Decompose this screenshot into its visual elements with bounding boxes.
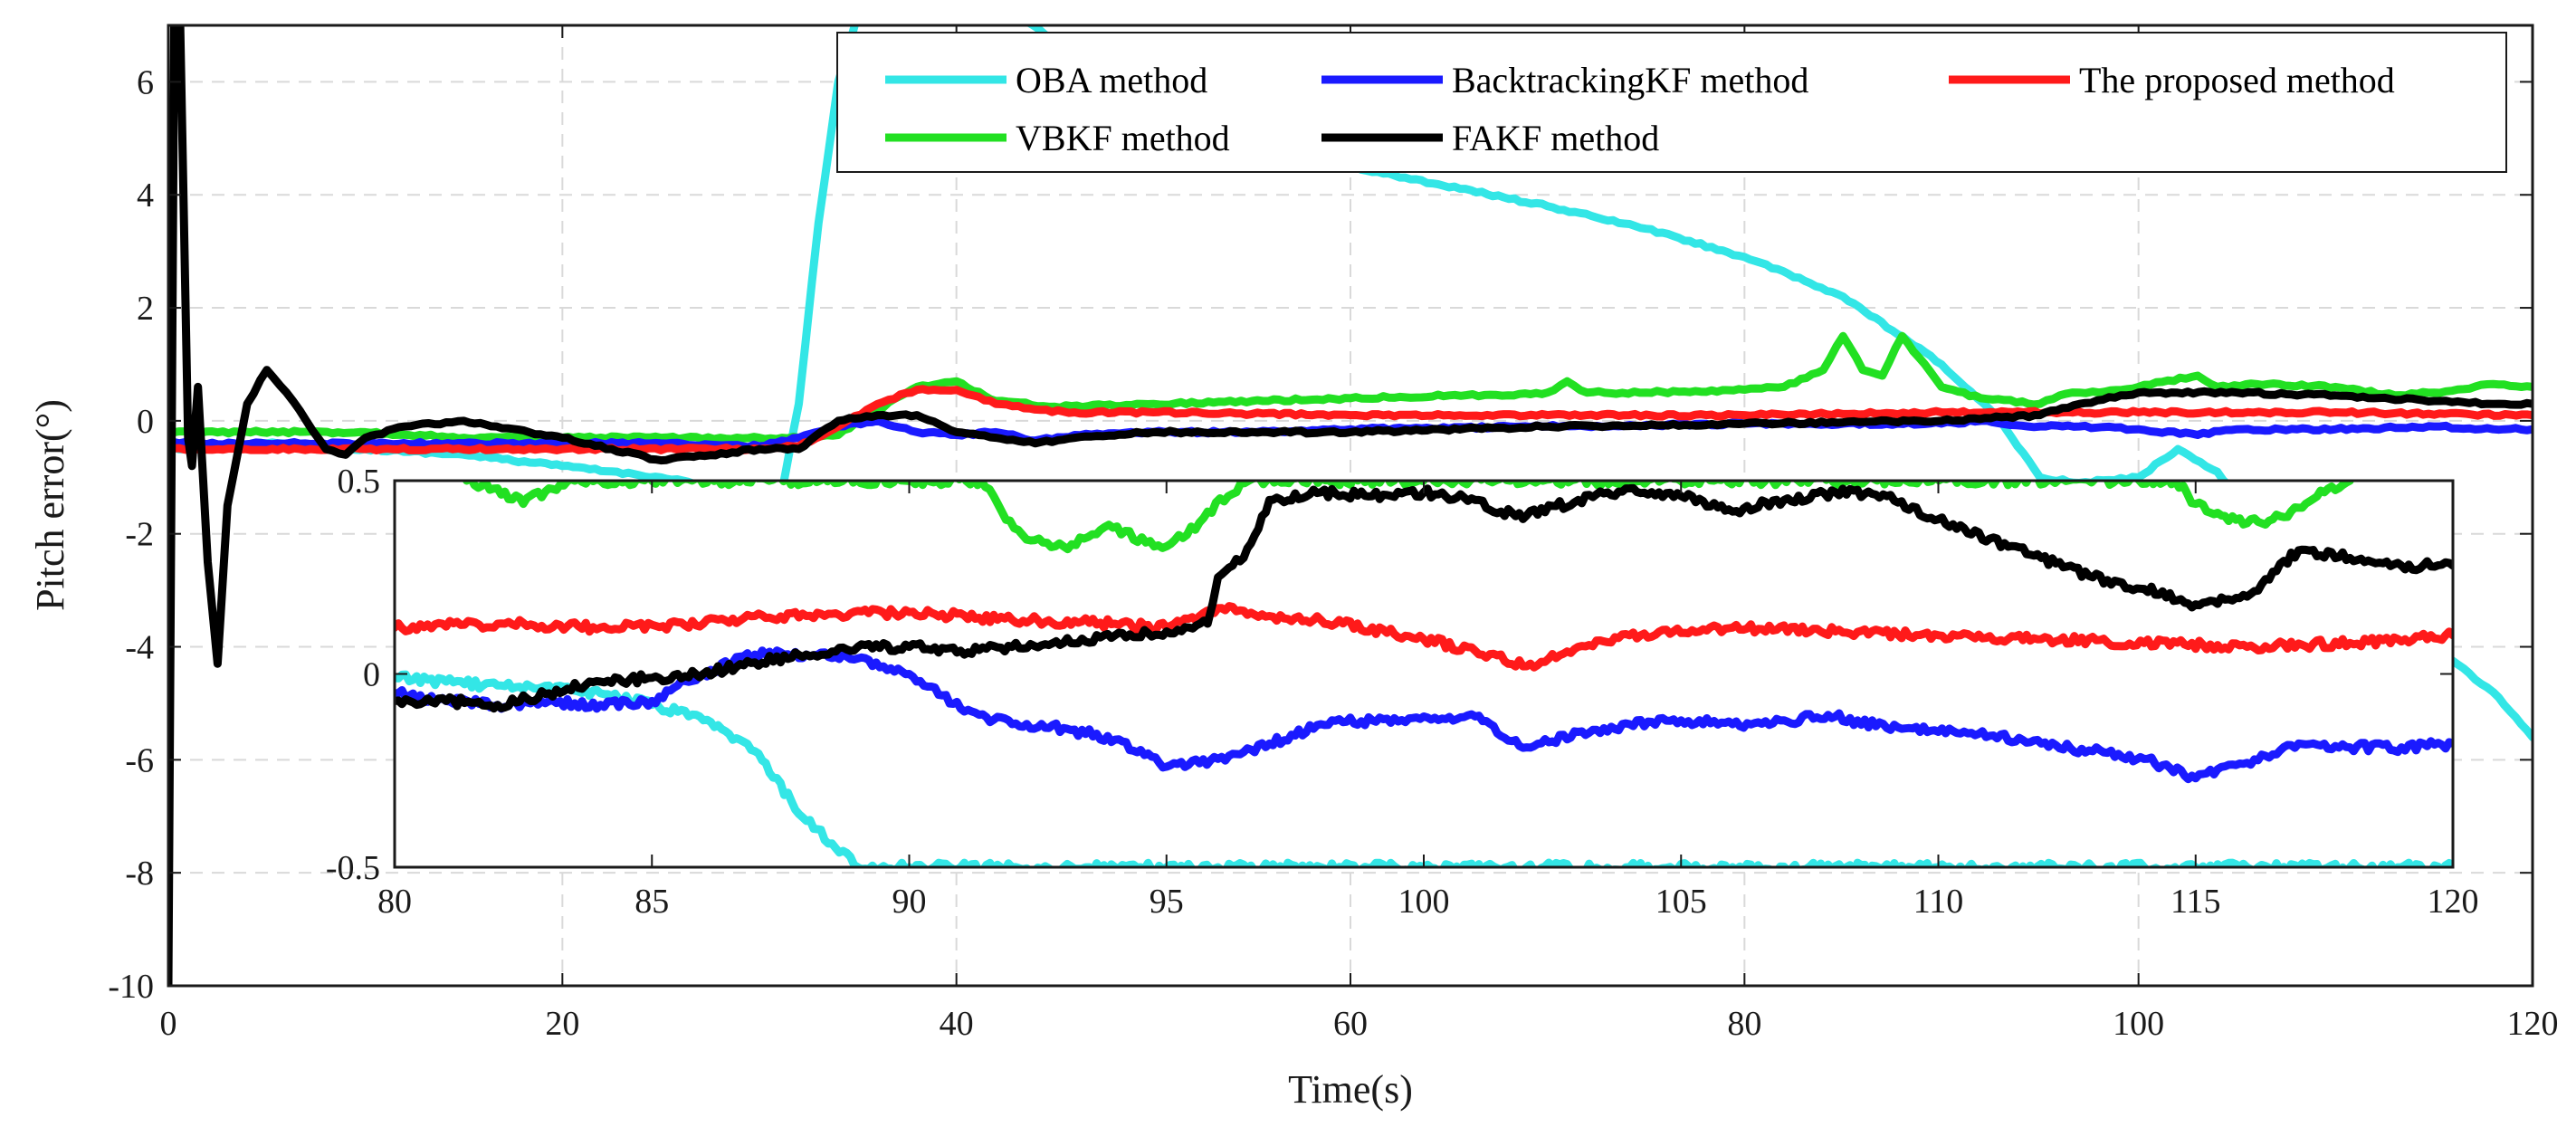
legend-label-backtrackingkf: BacktrackingKF method — [1452, 60, 1808, 100]
inset-y-ticks: -0.5 0 0.5 — [326, 463, 2453, 887]
series-line-fakf-method — [395, 483, 2453, 713]
y-tick-label: 2 — [137, 290, 154, 328]
y-tick-label: 6 — [137, 63, 154, 101]
legend-label-proposed: The proposed method — [2079, 60, 2395, 100]
y-tick-label: 0 — [137, 403, 154, 441]
y-tick-label: 4 — [137, 177, 154, 215]
legend-item-vbkf: VBKF method — [885, 118, 1230, 158]
inset-x-ticks: 80 85 90 95 100 105 110 115 120 — [377, 481, 2479, 921]
legend-label-vbkf: VBKF method — [1016, 118, 1230, 158]
legend: OBA method BacktrackingKF method The pro… — [836, 32, 2507, 173]
inset-background — [395, 481, 2453, 867]
inset-series-lines — [395, 481, 2453, 867]
x-tick-label: 120 — [2507, 1005, 2559, 1043]
y-tick-label: -2 — [125, 516, 154, 554]
x-tick-label: 100 — [1398, 883, 1450, 921]
y-tick-label: -4 — [125, 629, 154, 667]
x-tick-label: 60 — [1333, 1005, 1368, 1043]
main-y-ticks: -10 -8 -6 -4 -2 0 2 4 6 — [108, 63, 2533, 1006]
legend-item-proposed: The proposed method — [1949, 60, 2395, 100]
legend-box — [836, 32, 2507, 173]
x-tick-label: 95 — [1150, 883, 1184, 921]
series-line-fakf-method — [168, 25, 2533, 986]
series-line-the-proposed-method — [395, 602, 2453, 672]
x-tick-label: 120 — [2428, 883, 2479, 921]
x-tick-label: 115 — [2171, 883, 2221, 921]
x-tick-label: 105 — [1655, 883, 1707, 921]
x-tick-label: 100 — [2113, 1005, 2164, 1043]
y-tick-label: -0.5 — [326, 849, 380, 887]
x-axis-label: Time(s) — [1288, 1067, 1413, 1112]
x-tick-label: 80 — [1727, 1005, 1761, 1043]
x-tick-label: 80 — [377, 883, 412, 921]
x-tick-label: 0 — [160, 1005, 177, 1043]
main-x-ticks: 0 20 40 60 80 100 120 — [160, 25, 2559, 1043]
x-tick-label: 40 — [940, 1005, 974, 1043]
y-tick-label: 0.5 — [338, 463, 381, 501]
series-line-backtrackingkf-method — [395, 646, 2453, 784]
legend-item-oba: OBA method — [885, 60, 1207, 100]
series-line-the-proposed-method — [168, 385, 2533, 455]
inset-plot: 80 85 90 95 100 105 110 115 120 -0.5 0 0.5 — [326, 463, 2479, 921]
legend-label-fakf: FAKF method — [1452, 118, 1659, 158]
legend-label-oba: OBA method — [1016, 60, 1207, 100]
y-tick-label: 0 — [363, 656, 380, 694]
y-tick-label: -6 — [125, 741, 154, 779]
x-tick-label: 110 — [1913, 883, 1964, 921]
main-series-lines — [168, 25, 2533, 986]
x-tick-label: 85 — [634, 883, 669, 921]
legend-item-fakf: FAKF method — [1321, 118, 1659, 158]
legend-item-backtrackingkf: BacktrackingKF method — [1321, 60, 1808, 100]
y-tick-label: -8 — [125, 855, 154, 893]
y-axis-label: Pitch error(°) — [28, 399, 72, 611]
y-tick-label: -10 — [108, 968, 154, 1006]
x-tick-label: 90 — [892, 883, 927, 921]
x-tick-label: 20 — [545, 1005, 579, 1043]
